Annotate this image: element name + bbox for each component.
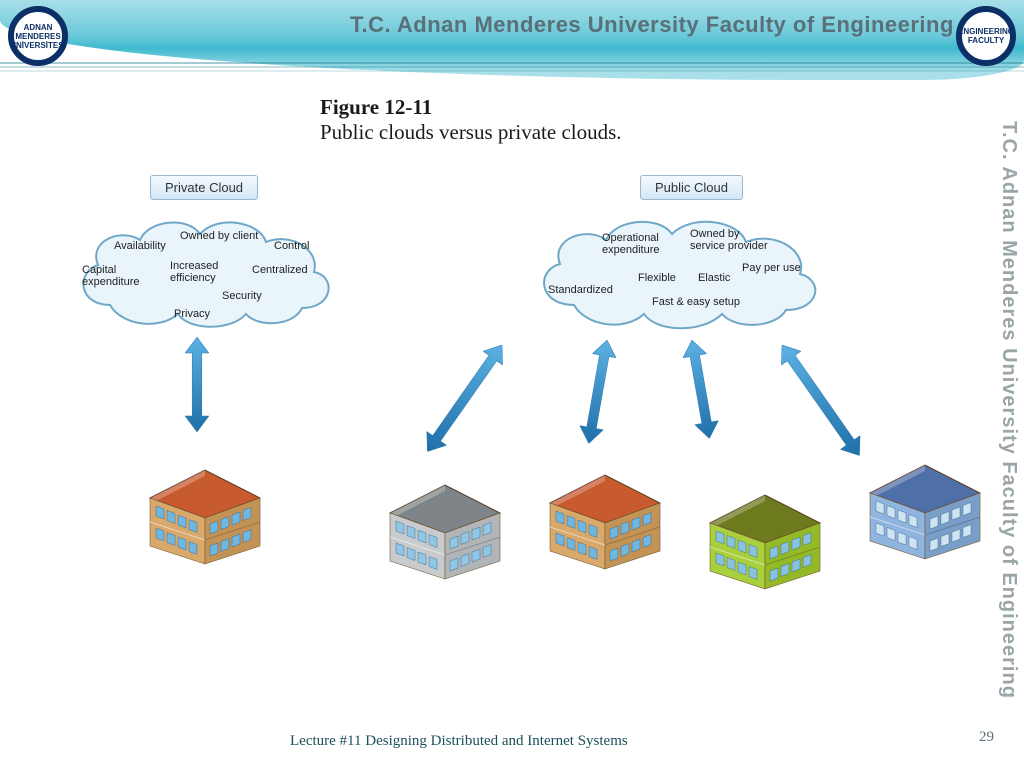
logo-text: ENGINEERING FACULTY	[958, 27, 1014, 45]
side-watermark: T.C. Adnan Menderes University Faculty o…	[997, 100, 1020, 720]
cloud-term: Operationalexpenditure	[602, 232, 660, 256]
cloud-term: Pay per use	[742, 262, 801, 274]
cloud-term: Capitalexpenditure	[82, 264, 140, 288]
double-arrow-icon	[418, 338, 512, 458]
cloud-term: Availability	[114, 240, 166, 252]
public-cloud: Operationalexpenditure Owned byservice pr…	[530, 210, 830, 335]
wave-line	[0, 62, 1024, 64]
building-icon	[380, 475, 510, 585]
header-org-text: T.C. Adnan Menderes University Faculty o…	[350, 12, 954, 38]
double-arrow-icon	[772, 338, 869, 462]
private-cloud-terms: Availability Owned by client Control Capita…	[82, 222, 328, 323]
faculty-logo-icon: ENGINEERING FACULTY	[956, 6, 1016, 66]
wave-line	[0, 70, 1024, 72]
figure-title: Figure 12-11 Public clouds versus privat…	[320, 95, 622, 145]
building-icon	[140, 460, 270, 570]
cloud-term: Centralized	[252, 264, 308, 276]
building-icon	[540, 465, 670, 575]
cloud-term: Control	[274, 240, 309, 252]
figure-number: Figure 12-11	[320, 95, 432, 119]
figure-caption: Public clouds versus private clouds.	[320, 120, 622, 144]
cloud-term: Standardized	[548, 284, 613, 296]
building-icon	[700, 485, 830, 595]
double-arrow-icon	[185, 337, 209, 432]
cloud-term: Privacy	[174, 308, 210, 320]
university-logo-icon: ADNAN MENDERES ÜNİVERSİTESİ	[8, 6, 68, 66]
building-icon	[860, 455, 990, 565]
wave-line	[0, 66, 1024, 68]
public-cloud-terms: Operationalexpenditure Owned byservice pr…	[542, 222, 818, 323]
cloud-term: Increasedefficiency	[170, 260, 218, 284]
cloud-term: Elastic	[698, 272, 730, 284]
footer-page-number: 29	[979, 729, 994, 746]
cloud-term: Security	[222, 290, 262, 302]
double-arrow-icon	[577, 338, 619, 446]
public-cloud-badge: Public Cloud	[640, 175, 743, 200]
logo-text: ADNAN MENDERES ÜNİVERSİTESİ	[10, 23, 66, 50]
cloud-term: Flexible	[638, 272, 676, 284]
cloud-term: Owned byservice provider	[690, 228, 768, 252]
footer-lecture: Lecture #11 Designing Distributed and In…	[290, 733, 690, 750]
clouds-diagram: Private Cloud Public Cloud Availability O…	[40, 175, 980, 615]
private-cloud-badge: Private Cloud	[150, 175, 258, 200]
private-cloud: Availability Owned by client Control Capita…	[70, 210, 340, 335]
cloud-term: Fast & easy setup	[652, 296, 740, 308]
cloud-term: Owned by client	[180, 230, 258, 242]
double-arrow-icon	[680, 338, 721, 441]
